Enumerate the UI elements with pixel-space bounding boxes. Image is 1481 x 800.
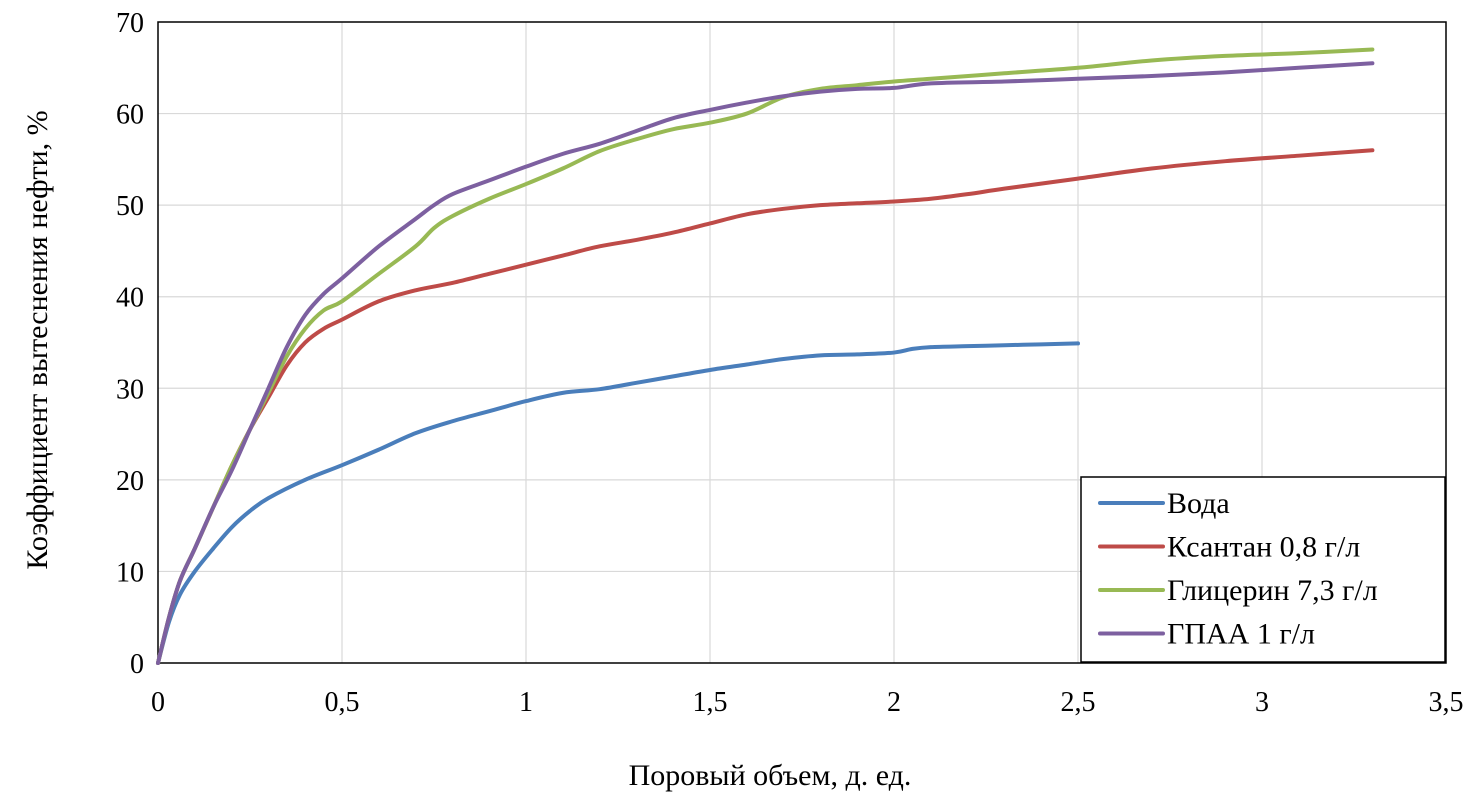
x-tick-label: 1 — [519, 687, 533, 718]
series-line-1 — [156, 341, 1080, 665]
x-axis-ticks: 0 0,5 1 1,5 2 2,5 3 3,5 — [151, 687, 1464, 718]
x-tick-label: 2,5 — [1061, 687, 1096, 718]
x-tick-label: 2 — [887, 687, 901, 718]
plot-area-border — [157, 21, 1447, 664]
y-tick-label: 10 — [116, 557, 144, 588]
x-tick-label: 0 — [151, 687, 165, 718]
y-tick-label: 70 — [116, 8, 144, 39]
y-axis-title: Коэффициент вытеснения нефти, % — [21, 110, 54, 569]
x-tick-label: 3 — [1255, 687, 1269, 718]
y-tick-label: 50 — [116, 191, 144, 222]
x-tick-label: 3,5 — [1429, 687, 1464, 718]
series-line-4 — [156, 61, 1375, 665]
y-tick-label: 40 — [116, 283, 144, 314]
legend-label: Глицерин 7,3 г/л — [1167, 574, 1378, 607]
x-tick-label: 1,5 — [693, 687, 728, 718]
y-tick-label: 30 — [116, 374, 144, 405]
x-tick-label: 0,5 — [325, 687, 360, 718]
x-axis-title: Поровый объем, д. ед. — [629, 759, 912, 792]
y-tick-label: 60 — [116, 100, 144, 131]
y-axis-ticks: 0 10 20 30 40 50 60 70 — [116, 8, 144, 680]
legend-label: Вода — [1167, 487, 1230, 520]
legend-label: Ксантан 0,8 г/л — [1167, 531, 1360, 564]
y-tick-label: 20 — [116, 466, 144, 497]
legend-label: ГПАА 1 г/л — [1167, 618, 1315, 651]
series-lines — [156, 47, 1375, 665]
legend-box — [1080, 476, 1446, 663]
y-tick-label: 0 — [130, 649, 144, 680]
legend: Вода Ксантан 0,8 г/л Глицерин 7,3 г/л ГПАА … — [1080, 476, 1446, 663]
